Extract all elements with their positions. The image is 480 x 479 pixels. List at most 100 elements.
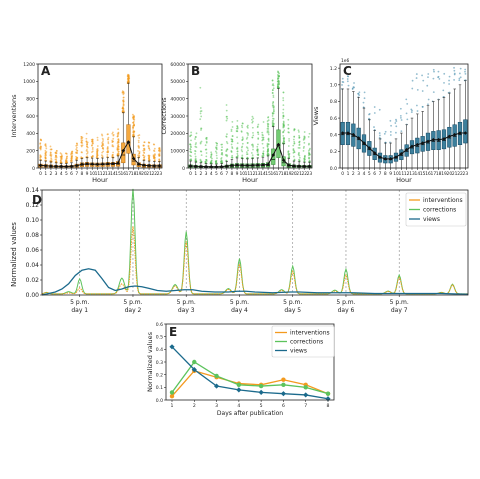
flier-point bbox=[215, 154, 218, 157]
legend-label: interventions bbox=[290, 330, 330, 337]
mean-marker bbox=[356, 136, 361, 140]
flier-point bbox=[55, 158, 58, 161]
flier-point bbox=[252, 144, 254, 147]
series-corrections-line bbox=[171, 361, 329, 395]
x-tick-label: 5 bbox=[215, 171, 218, 177]
flier-point bbox=[411, 109, 413, 112]
flier-point bbox=[272, 108, 275, 111]
flier-point bbox=[252, 117, 255, 120]
flier-point bbox=[416, 88, 419, 91]
flier-point bbox=[342, 81, 345, 84]
y-tick-label: 800 bbox=[26, 96, 35, 102]
flier-point bbox=[241, 122, 244, 125]
flier-point bbox=[122, 104, 125, 107]
flier-point bbox=[231, 138, 234, 141]
x-tick-label: 14 bbox=[260, 171, 266, 177]
flier-point bbox=[271, 102, 274, 105]
flier-point bbox=[205, 160, 208, 162]
flier-point bbox=[200, 160, 203, 163]
flier-point bbox=[415, 104, 418, 107]
mean-marker bbox=[38, 163, 43, 168]
flier-point bbox=[266, 145, 269, 148]
flier-point bbox=[307, 135, 310, 138]
x-tick-label: 17 bbox=[126, 171, 132, 177]
legend-label: interventions bbox=[423, 197, 463, 204]
flier-point bbox=[378, 136, 381, 139]
mean-marker bbox=[458, 131, 462, 135]
series-interventions-marker bbox=[169, 394, 175, 399]
y-tick-label: 0.3 bbox=[156, 360, 163, 366]
flier-point bbox=[298, 154, 301, 157]
flier-point bbox=[282, 91, 285, 94]
flier-point bbox=[231, 120, 234, 123]
series-views-line bbox=[171, 346, 329, 400]
x-tick-label: 16 bbox=[270, 171, 276, 177]
flier-point bbox=[148, 149, 151, 151]
flier-point bbox=[288, 137, 290, 140]
flier-point bbox=[353, 82, 355, 84]
flier-point bbox=[303, 141, 306, 144]
flier-point bbox=[117, 128, 120, 131]
x-tick-label: 13 bbox=[255, 171, 261, 177]
flier-point bbox=[75, 148, 78, 151]
flier-point bbox=[308, 148, 311, 151]
flier-point bbox=[112, 133, 115, 136]
flier-point bbox=[400, 130, 403, 133]
mean-marker bbox=[447, 134, 452, 139]
flier-point bbox=[231, 135, 234, 137]
x-tick-label: 5 p.m. bbox=[70, 299, 89, 306]
flier-point bbox=[96, 139, 99, 141]
flier-point bbox=[200, 115, 203, 118]
flier-point bbox=[464, 70, 466, 73]
flier-point bbox=[261, 136, 264, 139]
flier-point bbox=[247, 132, 249, 135]
mean-marker bbox=[80, 162, 84, 167]
flier-point bbox=[373, 126, 375, 128]
flier-point bbox=[267, 150, 269, 153]
flier-point bbox=[225, 109, 228, 112]
flier-point bbox=[246, 157, 249, 159]
flier-point bbox=[246, 153, 248, 156]
flier-point bbox=[200, 127, 202, 130]
series-views-marker bbox=[169, 344, 175, 350]
flier-point bbox=[107, 150, 110, 153]
flier-point bbox=[411, 87, 414, 90]
flier-point bbox=[298, 134, 301, 137]
flier-point bbox=[76, 151, 78, 154]
x-tick-label: 10 bbox=[89, 171, 95, 177]
flier-point bbox=[432, 77, 435, 80]
flier-point bbox=[276, 73, 279, 76]
flier-point bbox=[117, 150, 120, 153]
flier-point bbox=[373, 112, 376, 114]
flier-point bbox=[226, 133, 228, 136]
y-tick-label: 0.04 bbox=[26, 262, 40, 269]
x-axis-label: Hour bbox=[92, 176, 108, 184]
flier-point bbox=[293, 128, 296, 131]
flier-point bbox=[122, 102, 125, 104]
mean-marker bbox=[157, 164, 162, 168]
x-tick-label: 13 bbox=[409, 171, 415, 177]
x-tick-label: 21 bbox=[452, 171, 458, 177]
flier-point bbox=[230, 130, 233, 133]
flier-point bbox=[416, 110, 419, 112]
flier-point bbox=[195, 132, 198, 135]
flier-point bbox=[153, 150, 156, 152]
flier-point bbox=[39, 142, 42, 145]
x-tick-label: 0 bbox=[341, 171, 344, 177]
flier-point bbox=[236, 146, 239, 149]
x-tick-label: 4 bbox=[363, 171, 366, 177]
flier-point bbox=[132, 116, 135, 119]
x-tick-label: 12 bbox=[404, 171, 410, 177]
flier-point bbox=[91, 141, 94, 144]
flier-point bbox=[235, 130, 238, 132]
flier-point bbox=[44, 157, 47, 160]
flier-point bbox=[226, 117, 229, 120]
flier-point bbox=[266, 149, 269, 152]
flier-point bbox=[394, 122, 397, 124]
mean-marker bbox=[463, 131, 468, 135]
flier-point bbox=[137, 139, 140, 142]
flier-point bbox=[107, 136, 110, 139]
x-tick-label: 5 p.m. bbox=[177, 299, 196, 306]
mean-marker bbox=[372, 151, 377, 155]
flier-point bbox=[298, 136, 301, 139]
